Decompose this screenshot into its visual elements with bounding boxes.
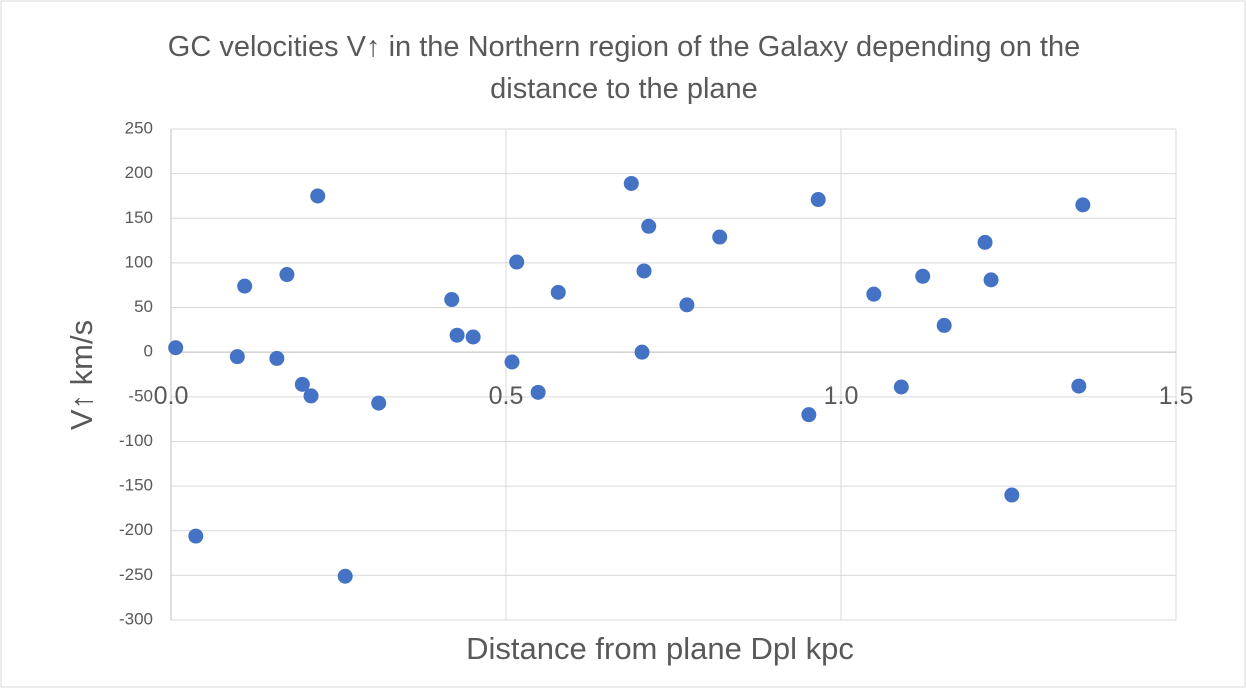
point (550, 284, 566, 300)
point (936, 317, 952, 333)
point (168, 340, 184, 356)
y-tick-label: -250 (119, 565, 153, 584)
point (237, 278, 253, 294)
y-axis-label: V↑ km/s (64, 320, 99, 430)
point (1075, 197, 1091, 213)
point (504, 354, 520, 370)
point (269, 350, 285, 366)
y-tick-label: 250 (125, 118, 153, 137)
point (229, 349, 245, 365)
point (679, 297, 695, 313)
point (444, 292, 460, 308)
point (188, 528, 204, 544)
y-tick-label: 150 (125, 208, 153, 227)
point (530, 384, 546, 400)
x-tick-label: 1.5 (1159, 382, 1194, 410)
point (636, 263, 652, 279)
point (634, 344, 650, 360)
point (310, 188, 326, 204)
y-tick-label: 200 (125, 163, 153, 182)
point (866, 286, 882, 302)
point (1071, 378, 1087, 394)
y-tick-label: -300 (119, 609, 153, 628)
y-tick-label: 0 (144, 342, 153, 361)
point (641, 218, 657, 234)
point (449, 327, 465, 343)
point (371, 395, 387, 411)
y-tick-label: -150 (119, 476, 153, 495)
x-tick-label: 0.0 (154, 382, 189, 410)
point (915, 268, 931, 284)
point (810, 192, 826, 208)
x-tick-label: 1.0 (824, 382, 859, 410)
point (279, 267, 295, 283)
point (337, 568, 353, 584)
point (509, 254, 525, 270)
y-tick-label: -50 (128, 386, 153, 405)
point (465, 329, 481, 345)
y-tick-label: 50 (134, 297, 153, 316)
point (977, 234, 993, 250)
y-tick-label: 100 (125, 252, 153, 271)
y-tick-label: -100 (119, 431, 153, 450)
point (801, 407, 817, 423)
point (893, 379, 909, 395)
point (1004, 487, 1020, 503)
point (303, 388, 319, 404)
y-tick-label: -200 (119, 520, 153, 539)
x-tick-label: 0.5 (489, 382, 524, 410)
chart-title: GC velocities V↑ in the Northern region … (167, 31, 1081, 105)
point (712, 229, 728, 245)
point (623, 175, 639, 191)
point (983, 272, 999, 288)
point (294, 376, 310, 392)
x-axis-label: Distance from plane Dpl kpc (466, 631, 854, 666)
